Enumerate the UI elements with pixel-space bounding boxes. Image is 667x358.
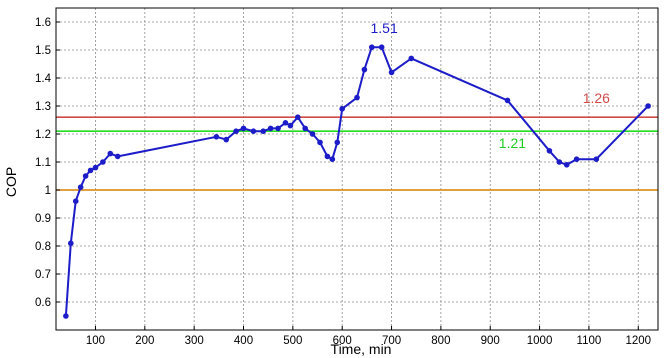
data-point [573,156,580,162]
data-point [77,184,84,190]
y-axis-label: COP [3,167,19,197]
data-point [87,167,94,174]
data-point [282,120,289,126]
data-point [378,44,385,50]
data-point [275,125,281,132]
data-point [593,156,600,162]
data-point [361,66,368,73]
data-point [260,128,267,134]
data-point [72,198,79,204]
data-point [68,240,74,246]
plot-frame [55,7,659,331]
annotation-label: 1.26 [583,90,610,106]
data-point [339,106,345,112]
data-point [294,114,301,120]
data-point [213,134,220,140]
data-point [334,139,341,146]
data-point [354,94,360,101]
x-tick-label: 800 [431,335,450,347]
x-tick-label: 1100 [577,335,602,347]
data-point [408,55,415,62]
data-point [309,131,316,137]
x-tick-label: 1000 [527,335,553,347]
data-point [63,313,69,319]
data-point [556,159,563,165]
data-point [504,97,511,104]
data-point [546,148,553,154]
data-point [302,125,308,132]
data-point [100,159,106,165]
data-point [645,103,651,109]
data-point [92,164,99,171]
data-point [388,69,395,76]
data-point [324,153,331,160]
data-point [240,125,247,132]
data-point [233,128,239,134]
y-tick-label: 0.6 [35,297,51,309]
data-point [114,153,121,160]
y-tick-label: 1.6 [35,17,51,29]
x-tick-label: 300 [185,335,204,347]
y-tick-label: 1.2 [35,129,51,141]
x-axis-label: Time, min [331,341,392,357]
y-tick-label: 0.7 [35,269,51,281]
y-tick-label: 1.3 [35,101,51,113]
data-point [250,128,257,134]
data-point [107,150,114,157]
annotation-label: 1.21 [499,135,526,151]
x-tick-label: 200 [135,335,154,347]
data-point [329,156,336,162]
y-tick-label: 1.5 [35,45,51,57]
data-point [267,125,274,132]
x-tick-label: 700 [382,335,401,347]
plot-background [56,8,658,330]
y-tick-label: 0.8 [35,241,51,253]
data-point [317,139,323,146]
x-tick-label: 100 [86,335,105,347]
x-tick-label: 400 [234,335,253,347]
x-tick-label: 900 [481,335,500,347]
data-point [287,122,294,129]
data-point [563,162,570,168]
y-tick-label: 1.4 [35,73,52,85]
data-point [369,44,375,50]
x-tick-label: 600 [333,335,352,347]
plot-area: 1.51 1.21 1.26 [56,8,658,330]
y-tick-label: 0.9 [35,213,51,225]
y-tick-label: 1 [45,185,51,197]
annotation-label: 1.51 [371,20,398,36]
y-tick-label: 1.1 [35,157,51,169]
data-point [82,173,89,179]
x-tick-label: 1200 [625,335,651,347]
data-point [223,136,230,143]
x-tick-label: 500 [283,335,302,347]
